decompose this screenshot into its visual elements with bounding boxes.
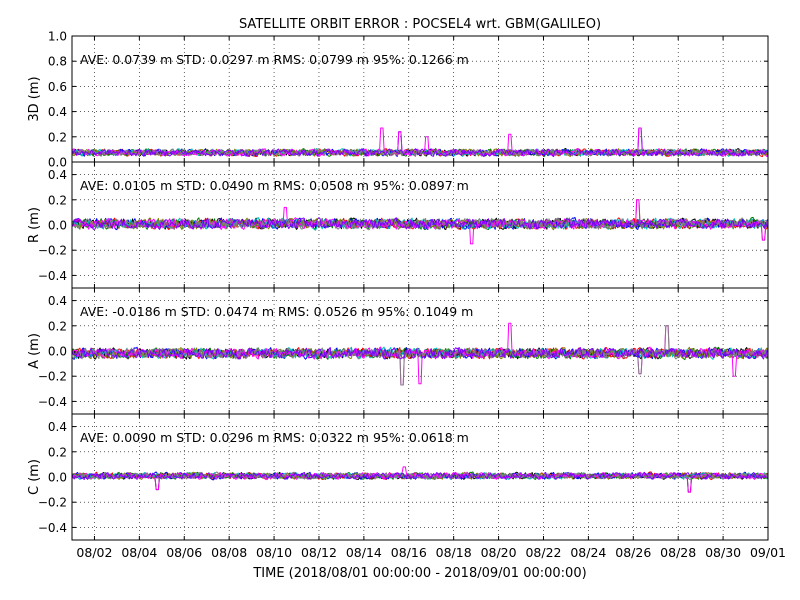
- x-tick-label: 08/02: [76, 545, 112, 560]
- series-line: [72, 217, 768, 230]
- stats-annotation: AVE: 0.0090 m STD: 0.0296 m RMS: 0.0322 …: [80, 430, 469, 445]
- x-tick-label: 08/04: [121, 545, 157, 560]
- x-tick-label: 08/08: [211, 545, 247, 560]
- series-group: [72, 466, 768, 493]
- x-axis-label: TIME (2018/08/01 00:00:00 - 2018/09/01 0…: [252, 566, 586, 581]
- panel-r: −0.4 −0.2 0.0 0.2 0.4 AVE: 0.0105 m STD: 0.04…: [27, 161, 769, 289]
- y-tick-label: −0.4: [38, 521, 67, 535]
- series-line: [72, 471, 768, 480]
- series-group: [72, 322, 768, 386]
- x-tick-label: 08/28: [660, 545, 696, 560]
- y-tick-label: −0.4: [38, 269, 67, 283]
- panel-3d: 0.0 0.2 0.4 0.6 0.8 1.0 AVE: 0.0739 m STD: 0.0…: [27, 30, 769, 170]
- y-axis-label: C (m): [27, 459, 42, 495]
- y-tick-label: −0.2: [38, 370, 67, 384]
- x-tick-label: 08/26: [615, 545, 651, 560]
- x-tick-label: 08/12: [301, 545, 337, 560]
- stats-annotation: AVE: -0.0186 m STD: 0.0474 m RMS: 0.0526…: [80, 304, 473, 319]
- panel-frame: [71, 413, 769, 541]
- y-axis-label: A (m): [27, 333, 42, 369]
- y-tick-label: 1.0: [48, 30, 67, 44]
- series-line: [72, 148, 768, 158]
- x-tick-label: 08/20: [481, 545, 517, 560]
- x-tick-label: 08/30: [705, 545, 741, 560]
- y-tick-label: 0.0: [48, 156, 67, 170]
- stats-annotation: AVE: 0.0105 m STD: 0.0490 m RMS: 0.0508 …: [80, 178, 469, 193]
- stats-annotation: AVE: 0.0739 m STD: 0.0297 m RMS: 0.0799 …: [80, 52, 469, 67]
- x-tick-label: 09/01: [750, 545, 786, 560]
- y-tick-label: 0.6: [48, 80, 67, 94]
- x-tick-label: 08/14: [346, 545, 382, 560]
- x-tick-label: 08/22: [525, 545, 561, 560]
- series-line: [72, 148, 768, 157]
- y-tick-label: −0.4: [38, 395, 67, 409]
- x-tick-label: 08/06: [166, 545, 202, 560]
- panel-a: −0.4 −0.2 0.0 0.2 0.4 AVE: -0.0186 m STD: 0.0…: [27, 287, 769, 415]
- y-axis-label: R (m): [27, 207, 42, 243]
- y-tick-label: 0.2: [48, 445, 67, 459]
- series-line: [72, 325, 768, 386]
- y-tick-label: −0.2: [38, 496, 67, 510]
- panel-c: −0.4 −0.2 0.0 0.2 0.4 AVE: 0.0090 m STD: 0.02…: [27, 413, 769, 541]
- series-group: [72, 127, 768, 158]
- x-tick-label: 08/16: [391, 545, 427, 560]
- series-line: [72, 347, 768, 360]
- x-axis: 08/02 08/04 08/06 08/08 08/10 08/12 08/14 08/16…: [76, 545, 786, 560]
- y-axis-label: 3D (m): [27, 76, 42, 121]
- y-tick-label: 0.8: [48, 55, 67, 69]
- x-tick-label: 08/24: [570, 545, 606, 560]
- x-tick-label: 08/18: [436, 545, 472, 560]
- panels-group: 0.0 0.2 0.4 0.6 0.8 1.0 AVE: 0.0739 m STD: 0.0…: [27, 30, 769, 541]
- y-tick-label: 0.2: [48, 193, 67, 207]
- x-tick-label: 08/10: [256, 545, 292, 560]
- y-tick-label: 0.2: [48, 319, 67, 333]
- y-tick-label: 0.0: [48, 345, 67, 359]
- y-tick-label: 0.2: [48, 130, 67, 144]
- y-tick-label: 0.0: [48, 471, 67, 485]
- y-tick-label: −0.2: [38, 244, 67, 258]
- y-tick-label: 0.4: [48, 105, 67, 119]
- y-tick-label: 0.4: [48, 420, 67, 434]
- chart-title: SATELLITE ORBIT ERROR : POCSEL4 wrt. GBM…: [239, 17, 601, 32]
- y-tick-label: 0.0: [48, 219, 67, 233]
- y-tick-label: 0.4: [48, 294, 67, 308]
- y-tick-label: 0.4: [48, 168, 67, 182]
- series-group: [72, 199, 768, 245]
